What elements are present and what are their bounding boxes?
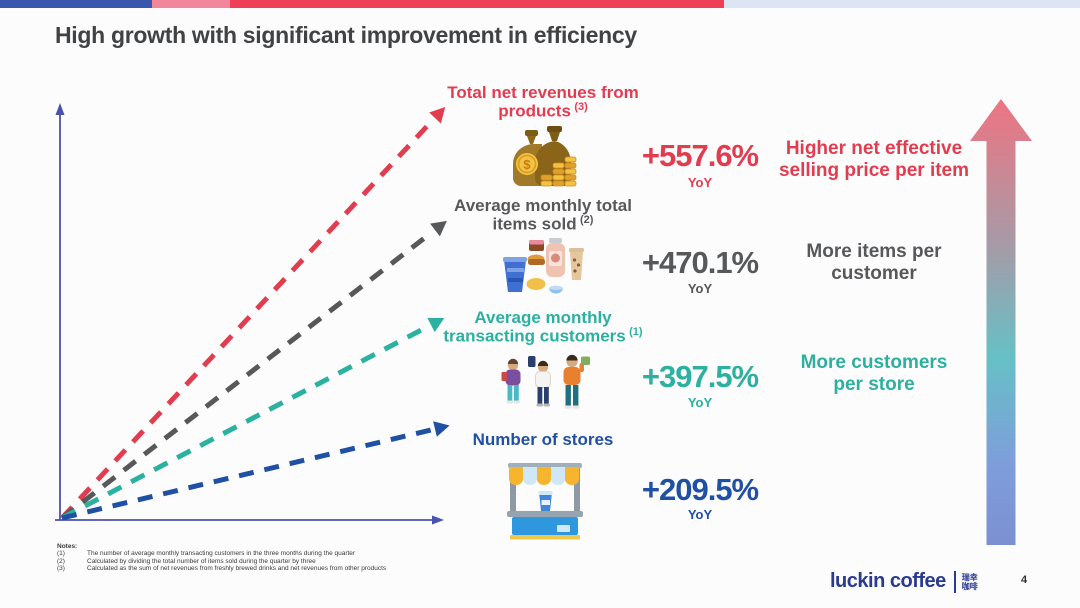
- growth-line-customers-arrow-icon: [427, 317, 445, 333]
- metric-value-customers: +397.5%: [641, 359, 759, 394]
- slide-title: High growth with significant improvement…: [55, 22, 637, 48]
- note-item: (2) Calculated by dividing the total num…: [57, 558, 477, 565]
- logo-cn-line: 咖啡: [961, 581, 978, 591]
- growth-line-revenues: [60, 120, 433, 520]
- metric-value-stores: +209.5%: [641, 472, 759, 507]
- footnote-ref: (2): [580, 213, 594, 226]
- growth-line-revenues-arrow-icon: [429, 107, 446, 124]
- metric-label-items: Average monthly total items sold (2): [443, 197, 643, 233]
- footnote-ref: (1): [629, 325, 643, 338]
- implication-line: per store: [833, 374, 915, 396]
- implication-line: More items per: [806, 241, 942, 262]
- metric-label-line: Number of stores: [472, 430, 614, 449]
- top-bar-segment-red: [230, 0, 724, 8]
- metric-label-line: Total net revenues from: [447, 83, 639, 102]
- luckin-coffee-logo: luckin coffee 瑞幸 咖啡: [830, 570, 978, 593]
- footnote-ref: (3): [574, 100, 588, 113]
- yoy-label: YoY: [687, 507, 713, 522]
- metric-label-line: Average monthly total: [454, 196, 632, 215]
- y-axis-arrow-icon: [55, 103, 65, 115]
- note-number: (1): [57, 550, 65, 558]
- page-number: 4: [1020, 574, 1028, 586]
- note-item: (1) The number of average monthly transa…: [57, 550, 477, 557]
- x-axis-arrow-icon: [432, 515, 444, 525]
- growth-chart: [55, 103, 450, 525]
- trend-up-arrow-icon: [970, 99, 1032, 545]
- top-bar-segment-blue: [0, 0, 152, 8]
- top-bar-segment-lavender: [724, 0, 1080, 8]
- logo-chinese-text: 瑞幸 咖啡: [962, 573, 978, 591]
- products-icon: [503, 238, 584, 294]
- metric-label-line: transacting customers: [443, 326, 626, 346]
- top-bar-segment-pink: [152, 0, 230, 8]
- metric-label-customers: Average monthly transacting customers (1…: [443, 309, 643, 345]
- metric-value-revenues: +557.6%: [641, 138, 759, 173]
- metric-label-revenues: Total net revenues from products (3): [443, 84, 643, 120]
- note-text: The number of average monthly transactin…: [87, 550, 356, 558]
- note-item: (3) Calculated as the sum of net revenue…: [57, 565, 477, 572]
- top-accent-bar: [0, 0, 1080, 8]
- implication-line: selling price per item: [778, 160, 970, 182]
- metric-label-stores: Number of stores: [443, 431, 643, 449]
- note-number: (3): [57, 565, 65, 573]
- note-text: Calculated by dividing the total number …: [87, 557, 316, 565]
- implication-customers-per-store: More customers per store: [775, 352, 973, 397]
- logo-wordmark: luckin coffee: [830, 570, 946, 592]
- metric-label-line: Average monthly: [474, 308, 612, 327]
- implication-selling-price: Higher net effective selling price per i…: [775, 138, 973, 183]
- dollar-glyph: $: [523, 157, 531, 172]
- yoy-label: YoY: [687, 175, 713, 190]
- customers-icon: [501, 354, 590, 409]
- notes: Notes: (1) The number of average monthly…: [57, 543, 477, 573]
- implication-items-per-customer: More items per customer: [775, 241, 973, 286]
- logo-divider: [953, 570, 956, 593]
- implication-line: More customers: [800, 352, 948, 373]
- growth-line-items-arrow-icon: [430, 220, 447, 237]
- metric-label-line: products: [498, 101, 571, 121]
- logo-cn-line: 瑞幸: [961, 572, 978, 582]
- note-text: Calculated as the sum of net revenues fr…: [87, 565, 387, 573]
- notes-heading: Notes:: [57, 543, 78, 550]
- growth-line-stores-arrow-icon: [433, 421, 450, 437]
- yoy-label: YoY: [687, 281, 713, 296]
- growth-line-stores: [61, 427, 432, 521]
- implication-line: Higher net effective: [785, 138, 963, 159]
- metric-label-line: items sold: [492, 214, 577, 234]
- metric-value-items: +470.1%: [641, 245, 759, 280]
- implication-line: customer: [831, 263, 917, 285]
- note-number: (2): [57, 557, 65, 565]
- yoy-label: YoY: [687, 395, 713, 410]
- growth-line-customers: [60, 324, 429, 521]
- money-bags-icon: $: [513, 126, 577, 187]
- store-icon: [507, 463, 583, 540]
